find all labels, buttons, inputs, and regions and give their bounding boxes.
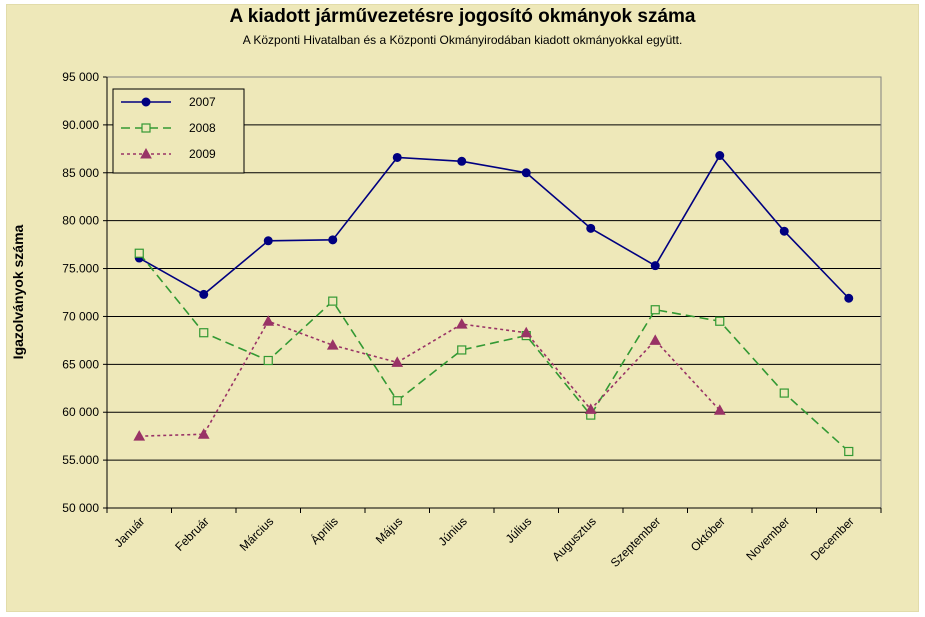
series-2007 <box>134 151 854 303</box>
point-marker <box>140 147 152 159</box>
point-marker <box>263 355 273 366</box>
point-marker <box>199 289 209 299</box>
x-tick-label: Augusztus <box>549 514 599 564</box>
point-marker <box>715 316 725 326</box>
x-tick-label: Május <box>373 514 406 547</box>
point-marker <box>455 318 468 329</box>
x-tick-label: Február <box>172 514 212 554</box>
point-marker <box>141 123 151 133</box>
point-marker <box>457 345 467 355</box>
legend-label: 2007 <box>189 95 216 109</box>
point-marker <box>650 305 660 315</box>
y-tick-label: 70 000 <box>62 309 99 323</box>
point-marker <box>134 248 144 258</box>
point-marker <box>141 97 151 107</box>
y-tick-label: 85 000 <box>62 166 99 180</box>
point-marker <box>779 226 789 236</box>
point-marker <box>391 356 404 367</box>
point-marker <box>133 430 146 441</box>
point-marker <box>520 326 533 338</box>
legend-label: 2008 <box>189 121 216 135</box>
point-marker <box>199 328 209 338</box>
y-tick-label: 95 000 <box>62 70 99 84</box>
x-tick-label: Április <box>307 514 341 548</box>
y-tick-label: 80 000 <box>62 214 99 228</box>
chart-title: A kiadott járművezetésre jogosító okmány… <box>229 6 696 27</box>
series-line <box>138 154 850 299</box>
point-marker <box>779 388 789 398</box>
point-marker <box>584 403 597 414</box>
legend: 2007 2008 2009 <box>112 88 245 174</box>
x-tick-label: November <box>743 514 792 563</box>
legend-label: 2009 <box>189 147 216 161</box>
series-2009 <box>133 315 726 441</box>
point-marker <box>328 235 338 245</box>
y-tick-label: 75.000 <box>62 262 99 276</box>
point-marker <box>844 446 854 457</box>
y-tick-label: 60 000 <box>62 405 99 419</box>
point-marker <box>586 223 596 233</box>
point-marker <box>649 334 662 345</box>
point-marker <box>713 404 726 415</box>
point-marker <box>197 428 210 439</box>
y-tick-label: 55.000 <box>62 453 99 467</box>
x-tick-label: Szeptember <box>608 514 664 570</box>
legend-box <box>112 88 245 174</box>
point-marker <box>263 236 273 246</box>
x-tick-label: Január <box>112 514 148 550</box>
x-tick-label: Július <box>503 514 535 546</box>
point-marker <box>392 396 402 406</box>
y-tick-label: 65 000 <box>62 357 99 371</box>
point-marker <box>262 315 275 326</box>
point-marker <box>521 168 531 178</box>
point-marker <box>650 261 660 271</box>
point-marker <box>715 151 725 161</box>
point-marker <box>844 293 854 303</box>
x-tick-label: Március <box>237 514 277 554</box>
x-tick-label: December <box>808 514 857 563</box>
series-line <box>138 252 850 453</box>
point-marker <box>326 339 339 350</box>
point-marker <box>328 296 338 306</box>
x-tick-label: Június <box>435 514 469 548</box>
y-tick-label: 50 000 <box>62 501 99 515</box>
point-marker <box>457 156 467 166</box>
series-line <box>139 320 721 437</box>
x-tick-label: Október <box>688 514 728 554</box>
point-marker <box>392 152 402 162</box>
chart-subtitle: A Központi Hivatalban és a Központi Okmá… <box>242 33 683 47</box>
y-tick-label: 90.000 <box>62 118 99 132</box>
